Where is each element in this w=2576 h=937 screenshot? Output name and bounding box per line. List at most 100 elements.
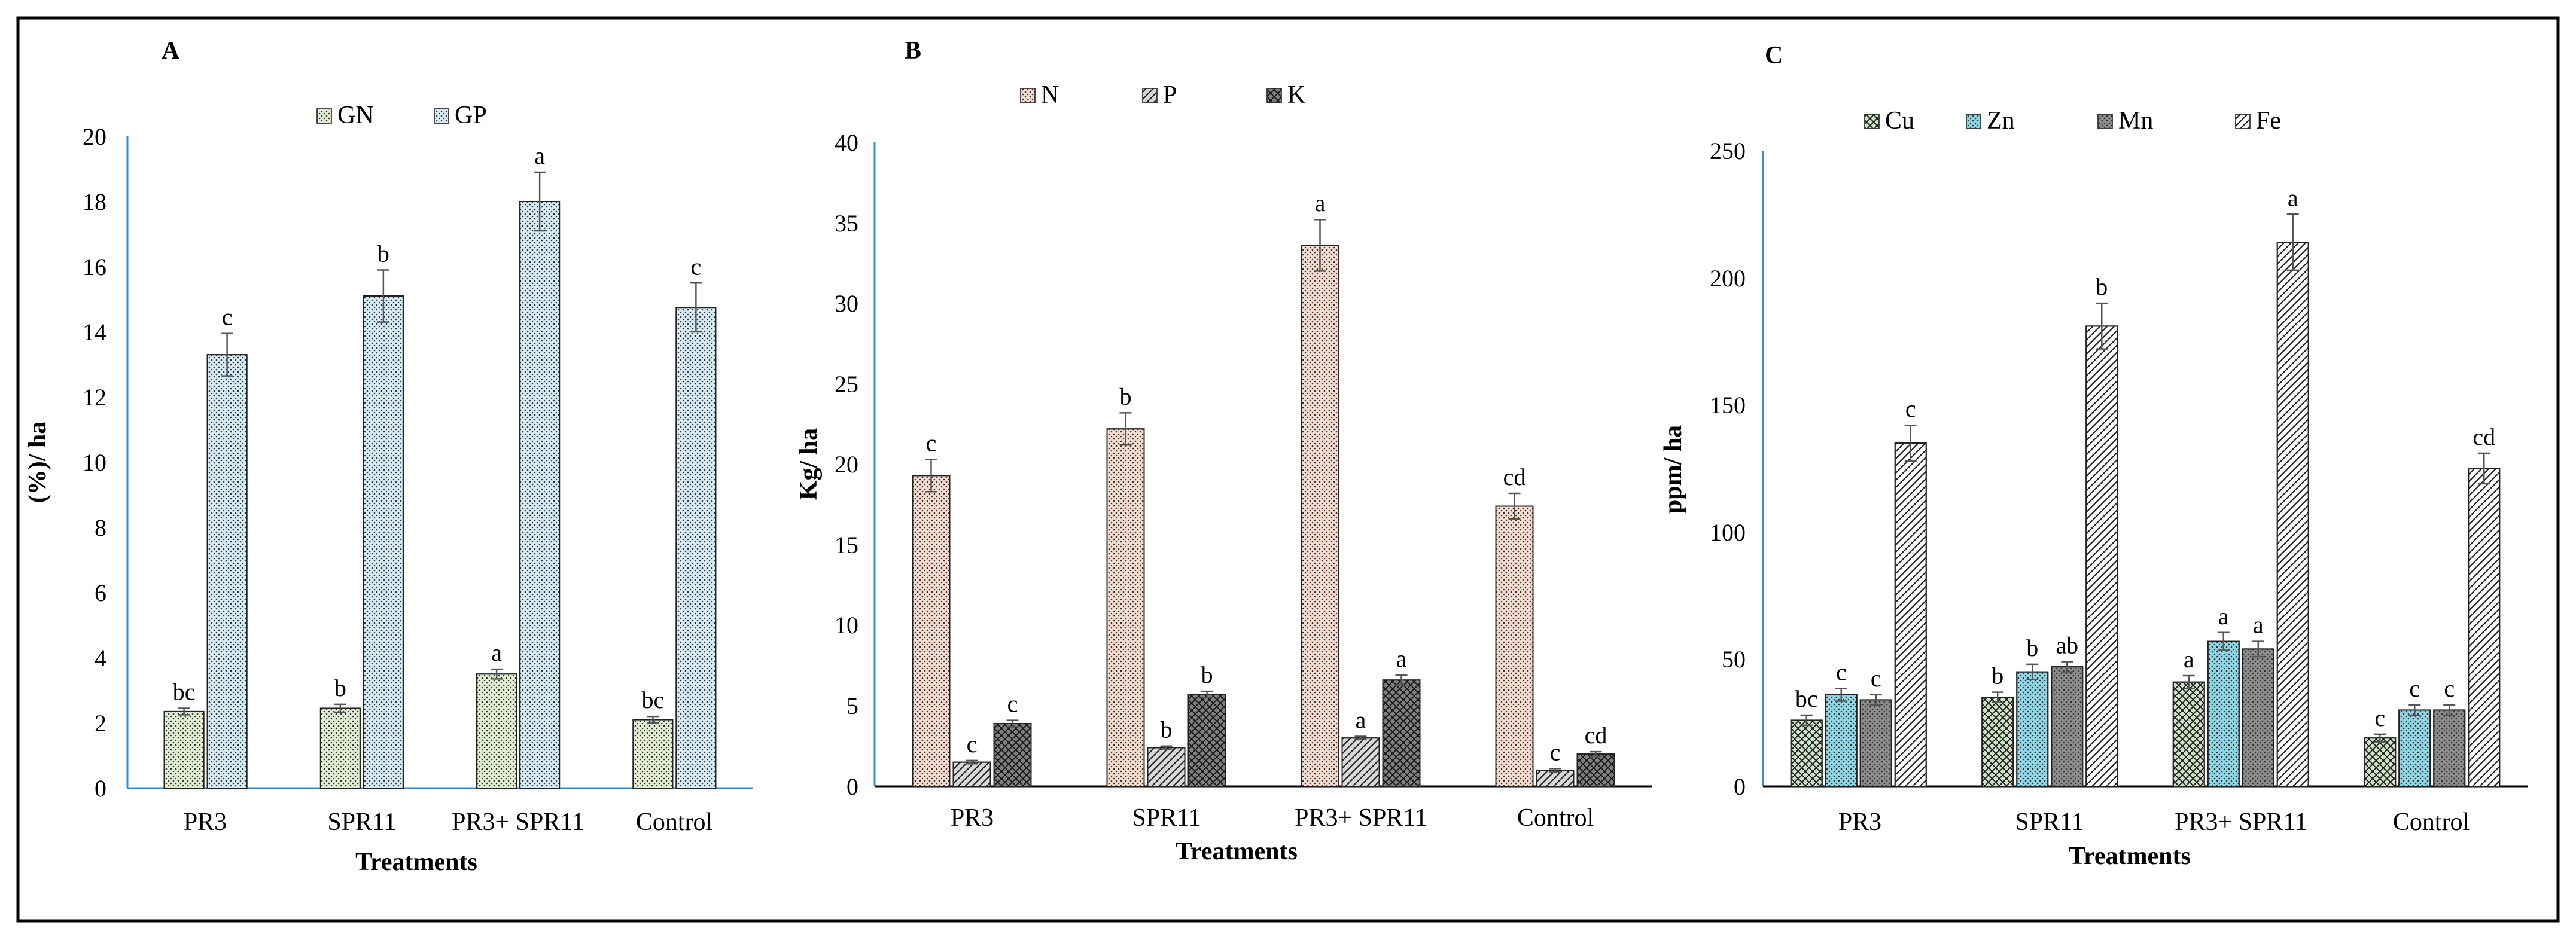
error-bar: [1508, 492, 1521, 520]
error-bar: [2374, 733, 2386, 743]
panel-b-y-axis: 0 5 10 15 20 25 30 35 40: [835, 129, 876, 800]
significance-label: c: [690, 253, 701, 280]
error-bar: [1119, 412, 1132, 446]
error-bar: [2096, 302, 2108, 350]
x-tick-label: PR3: [951, 804, 994, 832]
error-bar: [1314, 218, 1326, 272]
error-bar: [377, 269, 389, 323]
bar-k-1: [1187, 694, 1226, 787]
y-axis-title: Kg/ ha: [795, 428, 823, 500]
y-tick-label: 35: [835, 210, 858, 237]
panel-a-y-axis: 0 2 4 6 8 10 12 14 16 18 20: [83, 123, 129, 802]
legend-label-gn: GN: [337, 102, 374, 129]
significance-label: c: [2374, 704, 2385, 731]
x-tick-label: Control: [1517, 804, 1594, 832]
legend-swatch-fe-pattern: [2235, 114, 2251, 129]
bar-n-1: [1106, 428, 1145, 787]
x-tick-label: PR3: [184, 808, 227, 836]
significance-label: bc: [173, 678, 196, 705]
legend-swatch-k-pattern: [1266, 88, 1282, 103]
x-tick-labels: PR3 SPR11 PR3+ SPR11 Control: [184, 808, 712, 836]
bar-p-2: [1341, 737, 1380, 787]
significance-label: a: [534, 142, 545, 169]
y-tick-label: 12: [83, 384, 106, 411]
error-bar: [2408, 704, 2421, 716]
error-bar: [2061, 661, 2073, 673]
bar-k-3: [1576, 753, 1615, 788]
bar-fe-3: [2468, 468, 2501, 787]
x-axis-title: Treatments: [1176, 838, 1298, 865]
panel-b: B N P K 0 5 10 15 20 25 30 35 40 Kg/ ha …: [795, 37, 1652, 865]
bar-zn-1: [2016, 671, 2049, 788]
significance-label: ab: [2056, 632, 2078, 659]
y-axis-title: ppm/ ha: [1660, 425, 1687, 514]
bar-cu-2: [2172, 681, 2205, 787]
error-bar: [2252, 640, 2264, 658]
significance-label: a: [2218, 603, 2229, 630]
bar-p-3: [1536, 770, 1575, 787]
x-tick-label: PR3+ SPR11: [1295, 804, 1427, 832]
bar-p-0: [952, 761, 991, 788]
error-bar: [2026, 663, 2039, 680]
error-bar: [534, 171, 546, 232]
error-bar: [1835, 688, 1847, 702]
significance-label: b: [1120, 383, 1132, 410]
y-tick-label: 6: [95, 579, 106, 606]
significance-label: c: [222, 304, 233, 331]
x-tick-label: SPR11: [1132, 804, 1201, 832]
error-bar: [2182, 674, 2195, 689]
x-axis-title: Treatments: [355, 849, 477, 876]
significance-label: c: [967, 731, 978, 758]
error-bar: [1395, 674, 1408, 686]
bar-gp-1: [363, 295, 404, 789]
y-tick-label: 10: [83, 449, 106, 476]
x-axis-title: Treatments: [2069, 843, 2191, 870]
y-tick-label: 40: [835, 129, 858, 156]
y-tick-label: 2: [95, 710, 106, 737]
significance-label: cd: [1585, 722, 1607, 749]
significance-label: bc: [641, 686, 664, 713]
y-tick-label: 20: [83, 123, 106, 150]
y-tick-label: 30: [835, 290, 858, 317]
error-bar: [1869, 694, 1882, 706]
y-tick-label: 150: [1710, 392, 1746, 419]
significance-label: c: [1007, 691, 1018, 718]
x-tick-label: PR3+ SPR11: [452, 808, 584, 836]
significance-label: b: [1201, 661, 1213, 688]
panel-c-y-axis: 0 50 100 150 200 250: [1710, 138, 1764, 800]
y-tick-label: 100: [1710, 519, 1746, 546]
legend-swatch-zn-pattern: [1966, 114, 1981, 129]
significance-label: cd: [1503, 463, 1526, 490]
panel-a-legend: GN GP: [316, 102, 487, 129]
significance-label: a: [2253, 612, 2264, 639]
bar-mn-3: [2433, 709, 2466, 787]
error-bar: [1201, 690, 1213, 699]
error-bar: [1354, 735, 1367, 741]
legend-swatch-cu-pattern: [1864, 114, 1880, 129]
bar-fe-2: [2276, 242, 2309, 787]
x-tick-label: SPR11: [327, 808, 396, 836]
significance-label: c: [2409, 675, 2420, 702]
bar-cu-0: [1790, 719, 1823, 787]
panel-a-label: A: [162, 37, 180, 65]
bar-zn-0: [1825, 694, 1858, 787]
bar-gn-3: [632, 719, 674, 789]
error-bar: [1800, 714, 1813, 727]
figure-border: [16, 16, 2560, 923]
x-tick-label: Control: [636, 808, 712, 836]
bar-mn-1: [2051, 666, 2084, 787]
legend-label-zn: Zn: [1987, 107, 2015, 135]
y-tick-label: 200: [1710, 265, 1746, 292]
significance-label: b: [2026, 634, 2038, 661]
bar-mn-2: [2242, 648, 2274, 787]
bar-gp-0: [206, 354, 248, 789]
legend-label-gp: GP: [455, 102, 487, 129]
significance-label: c: [1550, 738, 1561, 765]
error-bar: [1992, 691, 2004, 703]
x-tick-label: PR3: [1838, 808, 1881, 836]
legend-label-p: P: [1163, 81, 1177, 109]
error-bar: [221, 332, 233, 377]
bar-zn-3: [2398, 709, 2431, 787]
error-bar: [966, 759, 978, 765]
